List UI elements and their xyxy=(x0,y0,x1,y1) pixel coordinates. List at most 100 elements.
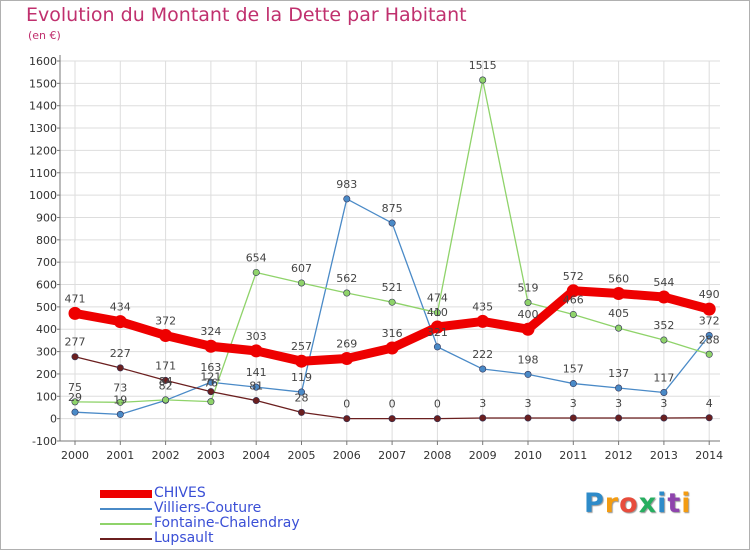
series-point-2 xyxy=(297,279,305,287)
series-point-0 xyxy=(521,322,535,336)
y-tick-label: -100 xyxy=(32,435,57,448)
x-tick-label: 2002 xyxy=(152,449,180,462)
data-label: 3 xyxy=(660,397,667,410)
series-point-1 xyxy=(479,365,487,373)
data-label: 157 xyxy=(563,363,584,376)
data-label: 521 xyxy=(382,281,403,294)
x-tick-label: 2003 xyxy=(197,449,225,462)
data-label: 372 xyxy=(155,314,176,327)
series-point-2 xyxy=(705,350,713,358)
chart-subtitle: (en €) xyxy=(28,29,61,42)
data-label: 434 xyxy=(110,301,131,314)
series-point-1 xyxy=(343,195,351,203)
data-label: 303 xyxy=(246,330,267,343)
data-label: 4 xyxy=(706,397,713,410)
series-point-0 xyxy=(566,284,580,298)
data-label: 1515 xyxy=(469,59,497,72)
data-label: 400 xyxy=(518,308,539,321)
series-point-0 xyxy=(159,328,173,342)
series-point-0 xyxy=(430,320,444,334)
series-point-2 xyxy=(252,268,260,276)
data-label: 316 xyxy=(382,327,403,340)
data-label: 3 xyxy=(479,397,486,410)
series-point-1 xyxy=(71,408,79,416)
series-point-1 xyxy=(297,388,305,396)
series-point-2 xyxy=(162,396,170,404)
x-tick-label: 2004 xyxy=(242,449,270,462)
series-point-3 xyxy=(433,415,441,423)
series-point-2 xyxy=(116,398,124,406)
logo-letter: t xyxy=(667,488,682,519)
series-point-2 xyxy=(615,324,623,332)
logo-letter: P xyxy=(584,488,605,519)
series-point-1 xyxy=(388,219,396,227)
logo-letter: i xyxy=(657,488,668,519)
data-label: 269 xyxy=(336,338,357,351)
logo-letter: o xyxy=(619,488,639,519)
data-label: 163 xyxy=(200,361,221,374)
series-point-0 xyxy=(612,286,626,300)
series-point-1 xyxy=(252,383,260,391)
legend-swatch xyxy=(100,508,152,510)
legend-swatch xyxy=(100,538,152,540)
y-tick-label: 300 xyxy=(36,346,57,359)
data-label: 198 xyxy=(518,353,539,366)
y-tick-label: 800 xyxy=(36,234,57,247)
series-point-0 xyxy=(295,354,308,368)
proxiti-logo: Proxiti xyxy=(584,488,692,519)
series-point-3 xyxy=(388,415,396,423)
series-point-1 xyxy=(524,370,532,378)
series-point-2 xyxy=(479,76,487,84)
data-label: 654 xyxy=(246,251,267,264)
logo-letter: x xyxy=(638,488,658,519)
y-tick-label: 400 xyxy=(36,323,57,336)
data-label: 607 xyxy=(291,262,312,275)
data-label: 410 xyxy=(427,306,448,319)
series-point-2 xyxy=(524,299,532,307)
data-label: 257 xyxy=(291,340,312,353)
data-label: 81 xyxy=(249,380,263,393)
series-point-0 xyxy=(385,341,399,355)
data-label: 875 xyxy=(382,202,403,215)
y-tick-label: 1200 xyxy=(29,144,57,157)
y-tick-label: 1500 xyxy=(29,77,57,90)
series-point-3 xyxy=(116,364,124,372)
data-label: 324 xyxy=(200,325,221,338)
series-point-3 xyxy=(524,414,532,422)
legend-swatch xyxy=(100,523,152,525)
legend-label: Fontaine-Chalendray xyxy=(154,515,300,531)
x-tick-label: 2006 xyxy=(333,449,361,462)
series-point-3 xyxy=(615,414,623,422)
legend-label: Villiers-Couture xyxy=(154,500,262,516)
x-tick-label: 2014 xyxy=(695,449,723,462)
data-label: 372 xyxy=(699,314,720,327)
data-label: 73 xyxy=(113,381,127,394)
data-label: 171 xyxy=(155,359,176,372)
x-tick-label: 2008 xyxy=(423,449,451,462)
series-point-3 xyxy=(660,414,668,422)
series-point-2 xyxy=(569,310,577,318)
y-tick-label: 0 xyxy=(50,413,57,426)
data-label: 983 xyxy=(336,178,357,191)
y-tick-label: 1100 xyxy=(29,167,57,180)
x-tick-label: 2000 xyxy=(61,449,89,462)
series-point-0 xyxy=(113,315,127,329)
x-tick-label: 2001 xyxy=(106,449,134,462)
series-point-0 xyxy=(204,339,218,353)
series-point-2 xyxy=(71,398,79,406)
data-label: 117 xyxy=(653,371,674,384)
data-label: 3 xyxy=(570,397,577,410)
series-point-3 xyxy=(479,414,487,422)
series-point-3 xyxy=(207,388,215,396)
series-point-3 xyxy=(343,415,351,423)
y-tick-label: 1400 xyxy=(29,100,57,113)
series-point-3 xyxy=(297,408,305,416)
chart-title: Evolution du Montant de la Dette par Hab… xyxy=(26,4,467,26)
data-label: 141 xyxy=(246,366,267,379)
series-point-2 xyxy=(433,309,441,317)
data-label: 82 xyxy=(159,379,173,392)
series-point-2 xyxy=(343,289,351,297)
data-label: 84 xyxy=(159,375,173,388)
data-label: 321 xyxy=(427,326,448,339)
